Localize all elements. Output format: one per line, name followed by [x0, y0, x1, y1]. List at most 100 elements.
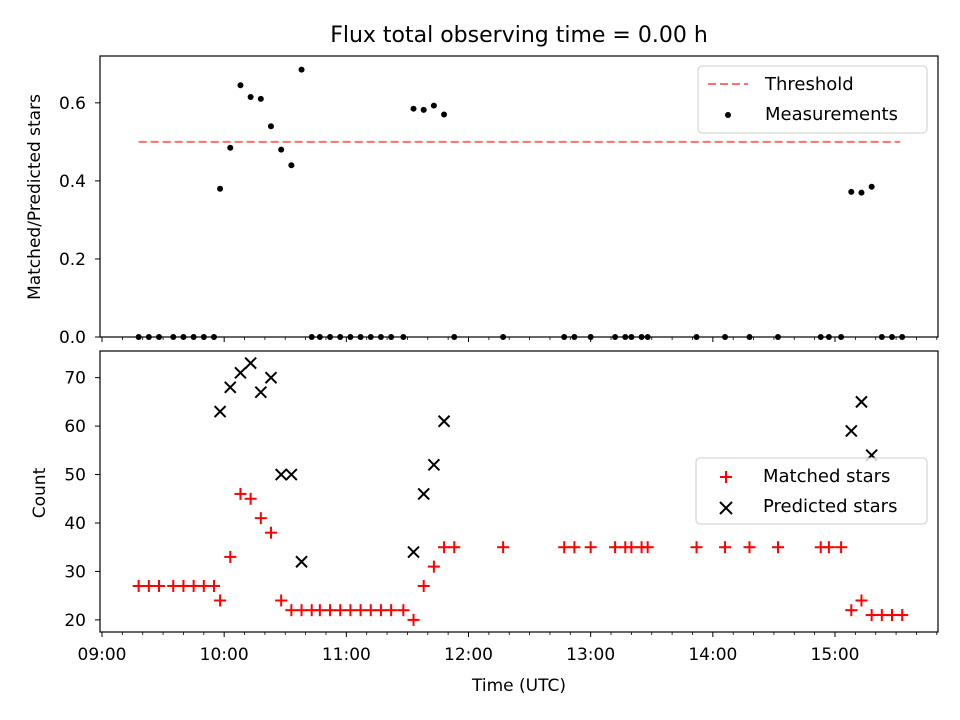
bottom-axes-frame — [99, 350, 939, 633]
matched-star-point — [234, 487, 247, 500]
measurement-point — [628, 334, 635, 340]
measurements-legend-swatch — [725, 112, 731, 118]
bottom-x-axis-label: Time (UTC) — [471, 676, 566, 696]
matched-star-point — [142, 579, 155, 592]
matched-star-point — [719, 541, 732, 554]
bottom-ytick-label: 20 — [64, 611, 86, 631]
top-y-ticks: 0.0 0.2 0.4 0.6 — [59, 94, 100, 348]
matched-legend-swatch — [720, 471, 732, 483]
measurement-point — [693, 334, 700, 340]
matched-star-point — [438, 541, 451, 554]
top-plot-area — [135, 66, 906, 340]
matched-star-point — [334, 604, 347, 617]
measurement-point — [308, 334, 315, 340]
measurement-point — [622, 334, 629, 340]
predicted-star-point — [254, 385, 268, 399]
top-legend: Threshold Measurements — [697, 65, 928, 134]
bottom-xtick-label: 15:00 — [811, 645, 860, 665]
measurement-point — [347, 334, 354, 340]
matched-star-point — [275, 594, 288, 607]
matched-star-point — [609, 541, 622, 554]
predicted-star-point — [224, 381, 237, 394]
matched-star-point — [558, 541, 571, 554]
matched-star-point — [295, 604, 308, 617]
measurement-point — [500, 334, 507, 340]
measurement-point — [868, 183, 875, 190]
matched-star-point — [835, 541, 848, 554]
top-ytick-label: 0.0 — [59, 328, 86, 348]
measurement-point — [388, 334, 395, 340]
matched-star-point — [285, 604, 298, 617]
top-axes-frame — [99, 55, 939, 338]
measurement-point — [561, 334, 568, 340]
bottom-x-ticks: 09:00 10:00 11:00 12:00 13:00 14:00 15:00 — [78, 632, 938, 665]
measurement-point — [217, 185, 224, 192]
measurement-point — [451, 334, 458, 340]
measurement-point — [278, 146, 285, 153]
predicted-star-point — [244, 356, 257, 370]
measurement-point — [878, 334, 885, 340]
bottom-legend: Matched stars Predicted stars — [695, 457, 928, 525]
bottom-ytick-label: 60 — [64, 417, 86, 437]
measurement-point — [838, 334, 845, 340]
matched-star-point — [427, 560, 440, 573]
measurements-legend-label: Measurements — [765, 104, 898, 125]
measurement-point — [441, 111, 448, 118]
chart-title: Flux total observing time = 0.00 h — [330, 23, 708, 48]
top-ytick-label: 0.6 — [59, 94, 86, 114]
matched-star-point — [448, 541, 461, 554]
bottom-axes: 20 30 40 50 60 70 09:00 10:00 11:00 12:00 13:00 14… — [30, 350, 939, 696]
top-x-ticks — [101, 337, 938, 342]
measurement-point — [288, 162, 295, 169]
top-legend-box — [697, 65, 928, 134]
matched-star-point — [896, 609, 909, 622]
predicted-star-point — [437, 415, 451, 428]
bottom-xtick-label: 10:00 — [200, 645, 249, 665]
matched-star-point — [364, 604, 377, 617]
bottom-ytick-label: 30 — [64, 562, 86, 582]
measurement-point — [848, 188, 855, 195]
threshold-legend-label: Threshold — [764, 74, 854, 95]
measurement-point — [237, 82, 244, 89]
matched-star-point — [641, 541, 654, 554]
matched-star-point — [167, 579, 180, 592]
matched-star-point — [568, 541, 581, 554]
matched-star-point — [197, 579, 210, 592]
matched-star-point — [397, 604, 410, 617]
bottom-y-axis-label: Count — [30, 467, 50, 518]
matched-star-point — [886, 609, 899, 622]
bottom-plot-area — [132, 356, 909, 626]
matched-star-point — [771, 541, 784, 554]
matched-legend-label: Matched stars — [763, 466, 890, 487]
measurement-point — [135, 334, 142, 340]
measurement-point — [190, 334, 197, 340]
matched-star-point — [417, 579, 430, 592]
matched-star-point — [214, 594, 227, 607]
measurement-point — [337, 334, 344, 340]
bottom-ytick-label: 70 — [64, 369, 86, 389]
predicted-star-point — [845, 424, 858, 438]
predicted-star-point — [417, 487, 430, 501]
bottom-xtick-label: 09:00 — [78, 645, 127, 665]
matched-star-point — [132, 579, 145, 592]
measurement-point — [817, 334, 824, 340]
bottom-ytick-label: 40 — [64, 514, 86, 534]
measurement-point — [746, 334, 753, 340]
measurement-point — [825, 334, 832, 340]
predicted-star-point — [264, 371, 278, 384]
measurement-point — [774, 334, 781, 340]
measurement-point — [298, 66, 305, 73]
measurement-point — [357, 334, 364, 340]
matched-star-point — [153, 579, 166, 592]
measurement-point — [156, 334, 163, 340]
matched-star-point — [324, 604, 337, 617]
matched-star-point — [385, 604, 398, 617]
matched-star-point — [855, 594, 868, 607]
top-ytick-label: 0.2 — [59, 250, 86, 270]
matched-star-point — [845, 604, 858, 617]
matched-star-point — [344, 604, 357, 617]
predicted-star-point — [234, 366, 247, 380]
measurement-point — [180, 334, 187, 340]
predicted-star-point — [295, 555, 308, 568]
measurement-point — [638, 334, 645, 340]
